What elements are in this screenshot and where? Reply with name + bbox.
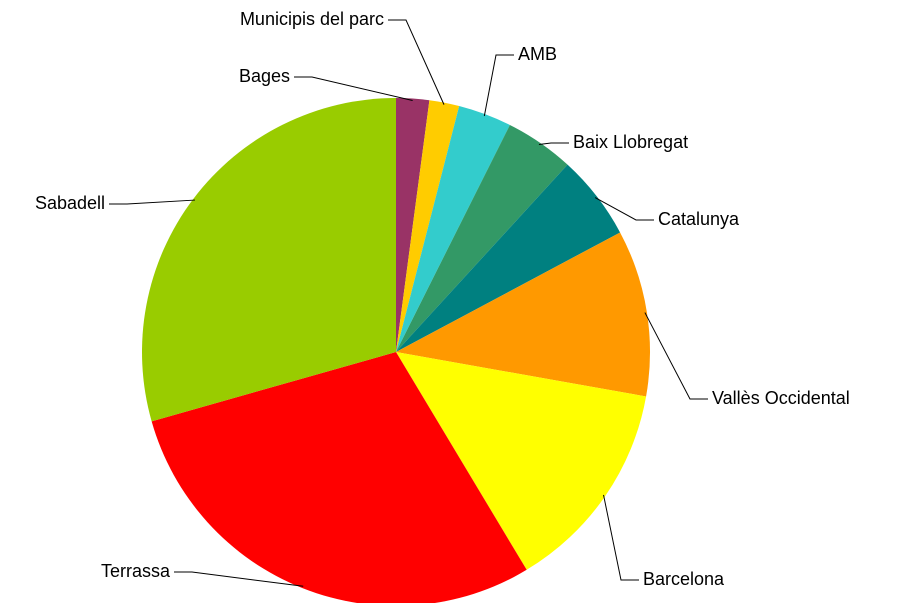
leader-line xyxy=(388,19,445,105)
pie-slice xyxy=(142,97,396,422)
leader-line xyxy=(603,494,639,581)
leader-line xyxy=(174,571,304,587)
pie-slice xyxy=(396,105,510,352)
leader-line xyxy=(294,76,413,102)
slice-label: Barcelona xyxy=(643,569,725,589)
pie-slice xyxy=(396,352,647,570)
pie-slice xyxy=(396,124,568,352)
slice-label: Terrassa xyxy=(101,561,171,581)
slice-label: Sabadell xyxy=(35,193,105,213)
leader-line xyxy=(109,199,195,205)
slice-label: Municipis del parc xyxy=(240,9,384,29)
pie-slice xyxy=(396,232,650,397)
leader-line xyxy=(538,142,569,145)
pie-slice xyxy=(396,164,621,352)
pie-slice xyxy=(396,100,460,353)
leader-line xyxy=(644,312,708,400)
pie-slice xyxy=(151,352,527,603)
slice-label: Baix Llobregat xyxy=(573,132,688,152)
leader-line xyxy=(483,54,514,117)
slice-label: AMB xyxy=(518,44,557,64)
slice-label: Vallès Occidental xyxy=(712,388,850,408)
slice-label: Bages xyxy=(239,66,290,86)
leader-line xyxy=(594,197,654,221)
slice-label: Catalunya xyxy=(658,209,740,229)
pie-slice xyxy=(396,98,430,352)
